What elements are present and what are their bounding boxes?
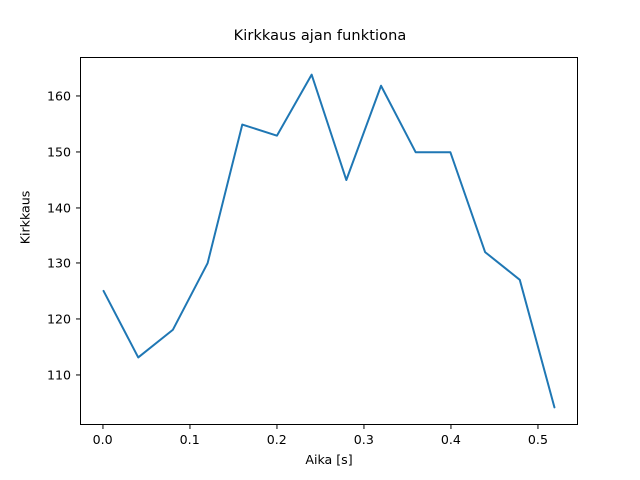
x-tick-label: 0.0	[92, 432, 113, 447]
x-tick-mark	[537, 425, 539, 429]
chart-title: Kirkkaus ajan funktiona	[233, 28, 407, 44]
y-axis-label: Kirkkaus	[17, 190, 33, 245]
y-axis-tick-marks	[76, 57, 80, 425]
y-tick-label: 110	[46, 367, 71, 383]
x-axis-tick-labels: 0.0 0.1 0.2 0.3 0.4 0.5	[80, 432, 578, 450]
x-axis-tick-marks	[80, 425, 578, 429]
x-tick-label: 0.5	[527, 432, 548, 447]
y-axis-tick-labels: 110 120 130 140 150 160	[18, 57, 71, 425]
x-tick-mark	[102, 425, 104, 429]
y-tick-mark	[76, 318, 80, 320]
plot-area	[80, 57, 578, 425]
x-tick-label: 0.4	[440, 432, 461, 447]
y-tick-mark	[76, 95, 80, 97]
y-tick-label: 130	[46, 255, 71, 271]
y-tick-mark	[76, 206, 80, 209]
x-tick-label: 0.3	[353, 432, 374, 447]
x-axis-label: Aika [s]	[305, 452, 353, 467]
y-tick-label: 140	[46, 200, 71, 216]
x-tick-mark	[450, 425, 452, 429]
line-series-svg	[102, 73, 556, 409]
line-series-path	[102, 73, 556, 409]
x-tick-mark	[363, 425, 365, 429]
y-tick-label: 120	[46, 311, 71, 327]
y-tick-mark	[76, 151, 80, 153]
x-tick-mark	[189, 425, 191, 429]
x-tick-mark	[276, 425, 278, 429]
y-tick-mark	[76, 262, 80, 264]
y-tick-label: 160	[46, 88, 71, 104]
y-tick-label: 150	[46, 144, 71, 160]
x-tick-label: 0.1	[179, 432, 200, 447]
x-tick-label: 0.2	[266, 432, 287, 447]
y-tick-mark	[76, 374, 80, 376]
